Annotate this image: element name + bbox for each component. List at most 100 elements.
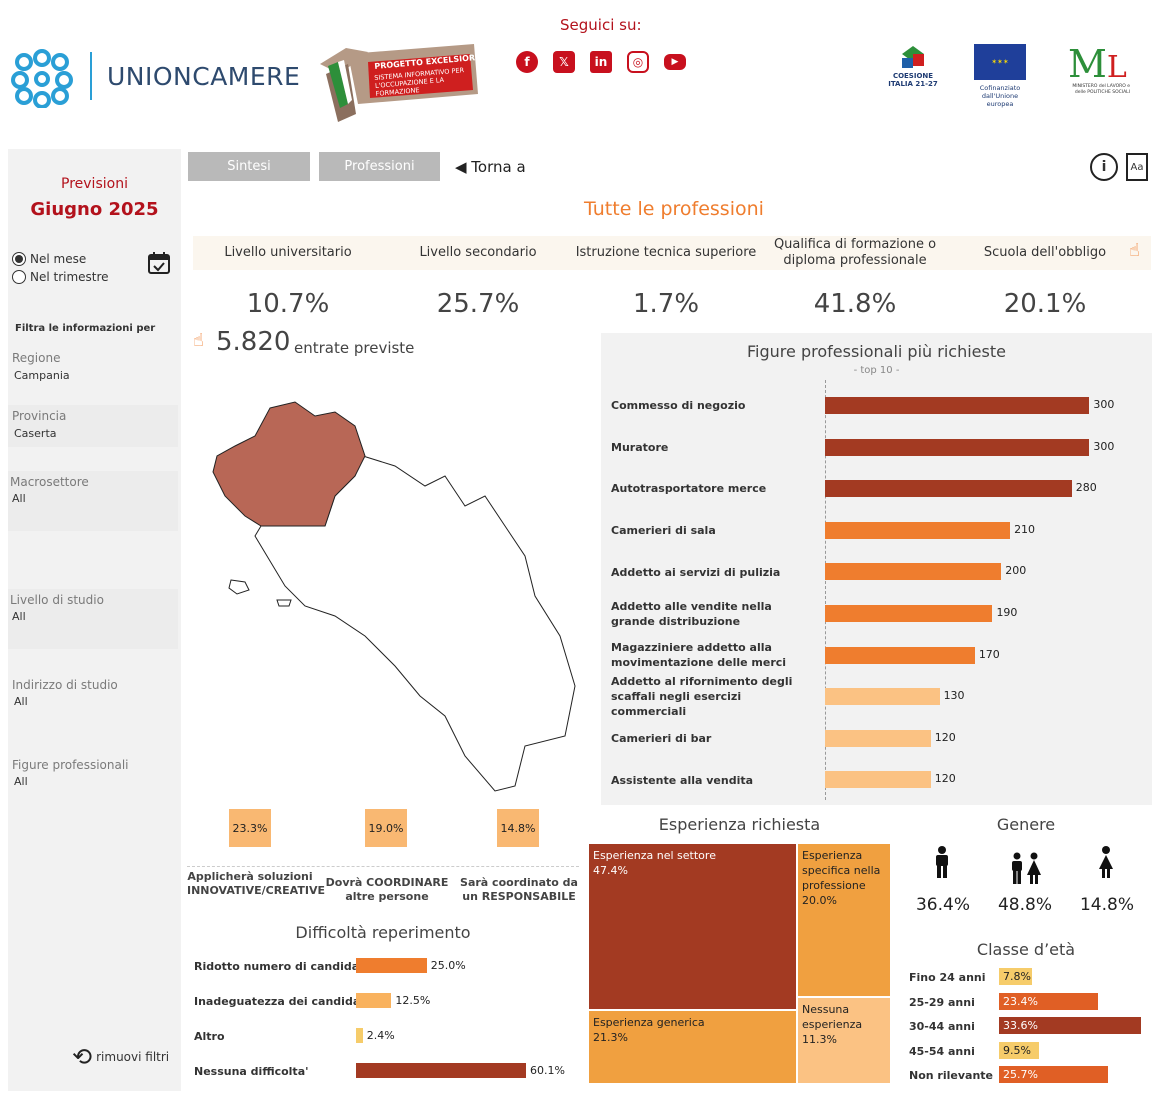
pointer-click-icon[interactable]: ☝	[1129, 240, 1140, 261]
filter-value: Caserta	[14, 427, 57, 440]
bar[interactable]	[825, 771, 931, 789]
age-title: Classe d’età	[976, 940, 1076, 959]
map-island[interactable]	[276, 599, 292, 607]
age-bar[interactable]: 33.6%	[999, 1017, 1141, 1034]
treemap-value: 11.3%	[802, 1033, 837, 1046]
reset-icon: ⟲	[72, 1043, 93, 1071]
bar-category-label: Magazziniere addetto alla movimentazione…	[611, 641, 787, 670]
follow-us-label: Seguici su:	[560, 16, 642, 34]
capacity-divider	[187, 866, 579, 867]
difficulty-bar[interactable]	[356, 1028, 363, 1043]
radio-month[interactable]: Nel mese	[12, 252, 86, 266]
filter-macrosettore[interactable]: Macrosettore All	[8, 471, 178, 531]
calendar-check-icon[interactable]	[147, 251, 171, 275]
age-bar[interactable]: 9.5%	[999, 1041, 1040, 1059]
age-chart: Fino 24 anni 7.8% 25-29 anni 23.4% 30-44 ann…	[900, 966, 1152, 1086]
radio-unselected-icon[interactable]	[12, 270, 26, 284]
filter-value: All	[12, 610, 26, 623]
difficulty-label: Nessuna difficolta'	[194, 1065, 309, 1078]
filter-value: Campania	[14, 369, 70, 382]
treemap-cell[interactable]: Esperienza generica 21.3%	[588, 1010, 797, 1084]
difficulty-label: Altro	[194, 1030, 225, 1043]
capacity-value-box: 19.0%	[365, 809, 407, 847]
reset-filters-button[interactable]: ⟲ rimuovi filtri	[72, 1045, 169, 1069]
treemap-cell[interactable]: Esperienza specifica nella professione 2…	[797, 843, 891, 997]
linkedin-icon[interactable]: in	[590, 51, 612, 73]
tab-professioni[interactable]: Professioni	[319, 152, 440, 181]
unioncamere-logo[interactable]: UNIONCAMERE	[10, 44, 310, 108]
filter-value: All	[12, 492, 26, 505]
glossary-icon[interactable]: Aa	[1126, 153, 1148, 181]
eu-flag-icon: ✶✶✶	[974, 44, 1026, 80]
x-icon[interactable]: 𝕏	[553, 51, 575, 73]
difficulty-value: 60.1%	[530, 1064, 565, 1077]
bar-category-label: Assistente alla vendita	[611, 773, 754, 787]
map-province-caserta[interactable]	[212, 401, 366, 527]
bar[interactable]	[825, 480, 1072, 498]
filter-label: Macrosettore	[10, 475, 89, 489]
difficulty-bar[interactable]	[356, 958, 427, 973]
filter-label: Livello di studio	[10, 593, 104, 607]
eu-logo: ✶✶✶ Cofinanziato dall'Unione europea	[972, 44, 1028, 108]
kpi-header-strip	[193, 236, 1151, 270]
bar[interactable]	[825, 397, 1090, 414]
filter-regione[interactable]: Regione Campania	[8, 349, 178, 389]
filter-figure-professionali[interactable]: Figure professionali All	[8, 754, 178, 796]
eu-caption: Cofinanziato dall'Unione europea	[979, 84, 1021, 108]
excelsior-emblem-icon	[320, 44, 478, 122]
bar[interactable]	[825, 688, 940, 706]
capacity-value-box: 23.3%	[229, 809, 271, 847]
treemap-cell[interactable]: Esperienza nel settore 47.4%	[588, 843, 797, 1010]
age-bar[interactable]: 7.8%	[999, 968, 1032, 985]
radio-quarter[interactable]: Nel trimestre	[12, 270, 109, 284]
difficulty-bar[interactable]	[356, 993, 392, 1008]
chart-axis-line	[825, 380, 826, 800]
difficulty-bar[interactable]	[356, 1063, 526, 1078]
tab-sintesi[interactable]: Sintesi	[188, 152, 310, 181]
treemap-cell[interactable]: Nessuna esperienza 11.3%	[797, 997, 891, 1084]
brand-name: UNIONCAMERE	[107, 62, 301, 91]
ministero-logo: ML MINISTERO del LAVORO e delle POLITICH…	[1064, 44, 1130, 100]
excelsior-logo[interactable]: PROGETTO EXCELSIOR SISTEMA INFORMATIVO P…	[318, 44, 478, 124]
filter-indirizzo-studio[interactable]: Indirizzo di studio All	[8, 674, 178, 716]
age-label: 45-54 anni	[909, 1044, 975, 1058]
pointer-click-icon[interactable]: ☝	[193, 330, 204, 351]
facebook-icon[interactable]: f	[516, 51, 538, 73]
treemap-label: Esperienza generica	[593, 1016, 705, 1029]
age-label: Fino 24 anni	[909, 971, 986, 984]
bar-value-label: 210	[1014, 522, 1036, 536]
age-bar[interactable]: 23.4%	[999, 992, 1098, 1010]
youtube-icon[interactable]: ▶	[664, 54, 686, 70]
back-link[interactable]: ◀ Torna a	[455, 158, 526, 176]
kpi-label: Scuola dell'obbligo	[983, 245, 1107, 260]
bar-value-label: 300	[1093, 398, 1115, 411]
gender-title: Genere	[996, 815, 1056, 834]
bar[interactable]	[825, 605, 993, 622]
bar[interactable]	[825, 521, 1011, 539]
bar[interactable]	[825, 729, 931, 747]
bar[interactable]	[825, 563, 1002, 581]
bar[interactable]	[825, 438, 1090, 456]
bar-value-label: 120	[934, 772, 956, 786]
age-label: 25-29 anni	[909, 995, 975, 1009]
gender-female-value: 14.8%	[1079, 895, 1134, 915]
info-icon[interactable]: i	[1090, 153, 1118, 181]
map-island[interactable]	[228, 579, 250, 595]
campania-map[interactable]	[205, 396, 585, 806]
kpi-label: Istruzione tecnica superiore	[575, 245, 757, 260]
bar-category-label: Addetto alle vendite nella grande distri…	[611, 599, 772, 628]
filter-label: Provincia	[12, 409, 67, 423]
filter-livello-studio[interactable]: Livello di studio All	[8, 589, 178, 649]
capacity-value-box: 14.8%	[497, 809, 539, 847]
filter-value: All	[14, 695, 28, 708]
entrate-label: entrate previste	[294, 339, 415, 357]
filter-provincia[interactable]: Provincia Caserta	[8, 405, 178, 447]
age-bar[interactable]: 25.7%	[999, 1066, 1108, 1083]
instagram-icon[interactable]: ◎	[627, 51, 649, 73]
radio-selected-icon[interactable]	[12, 252, 26, 266]
ml-monogram-icon: ML	[1068, 42, 1127, 86]
coesione-icon	[902, 46, 924, 68]
difficulty-value: 25.0%	[430, 959, 466, 972]
radio-month-label: Nel mese	[30, 252, 87, 266]
bar[interactable]	[825, 646, 975, 664]
